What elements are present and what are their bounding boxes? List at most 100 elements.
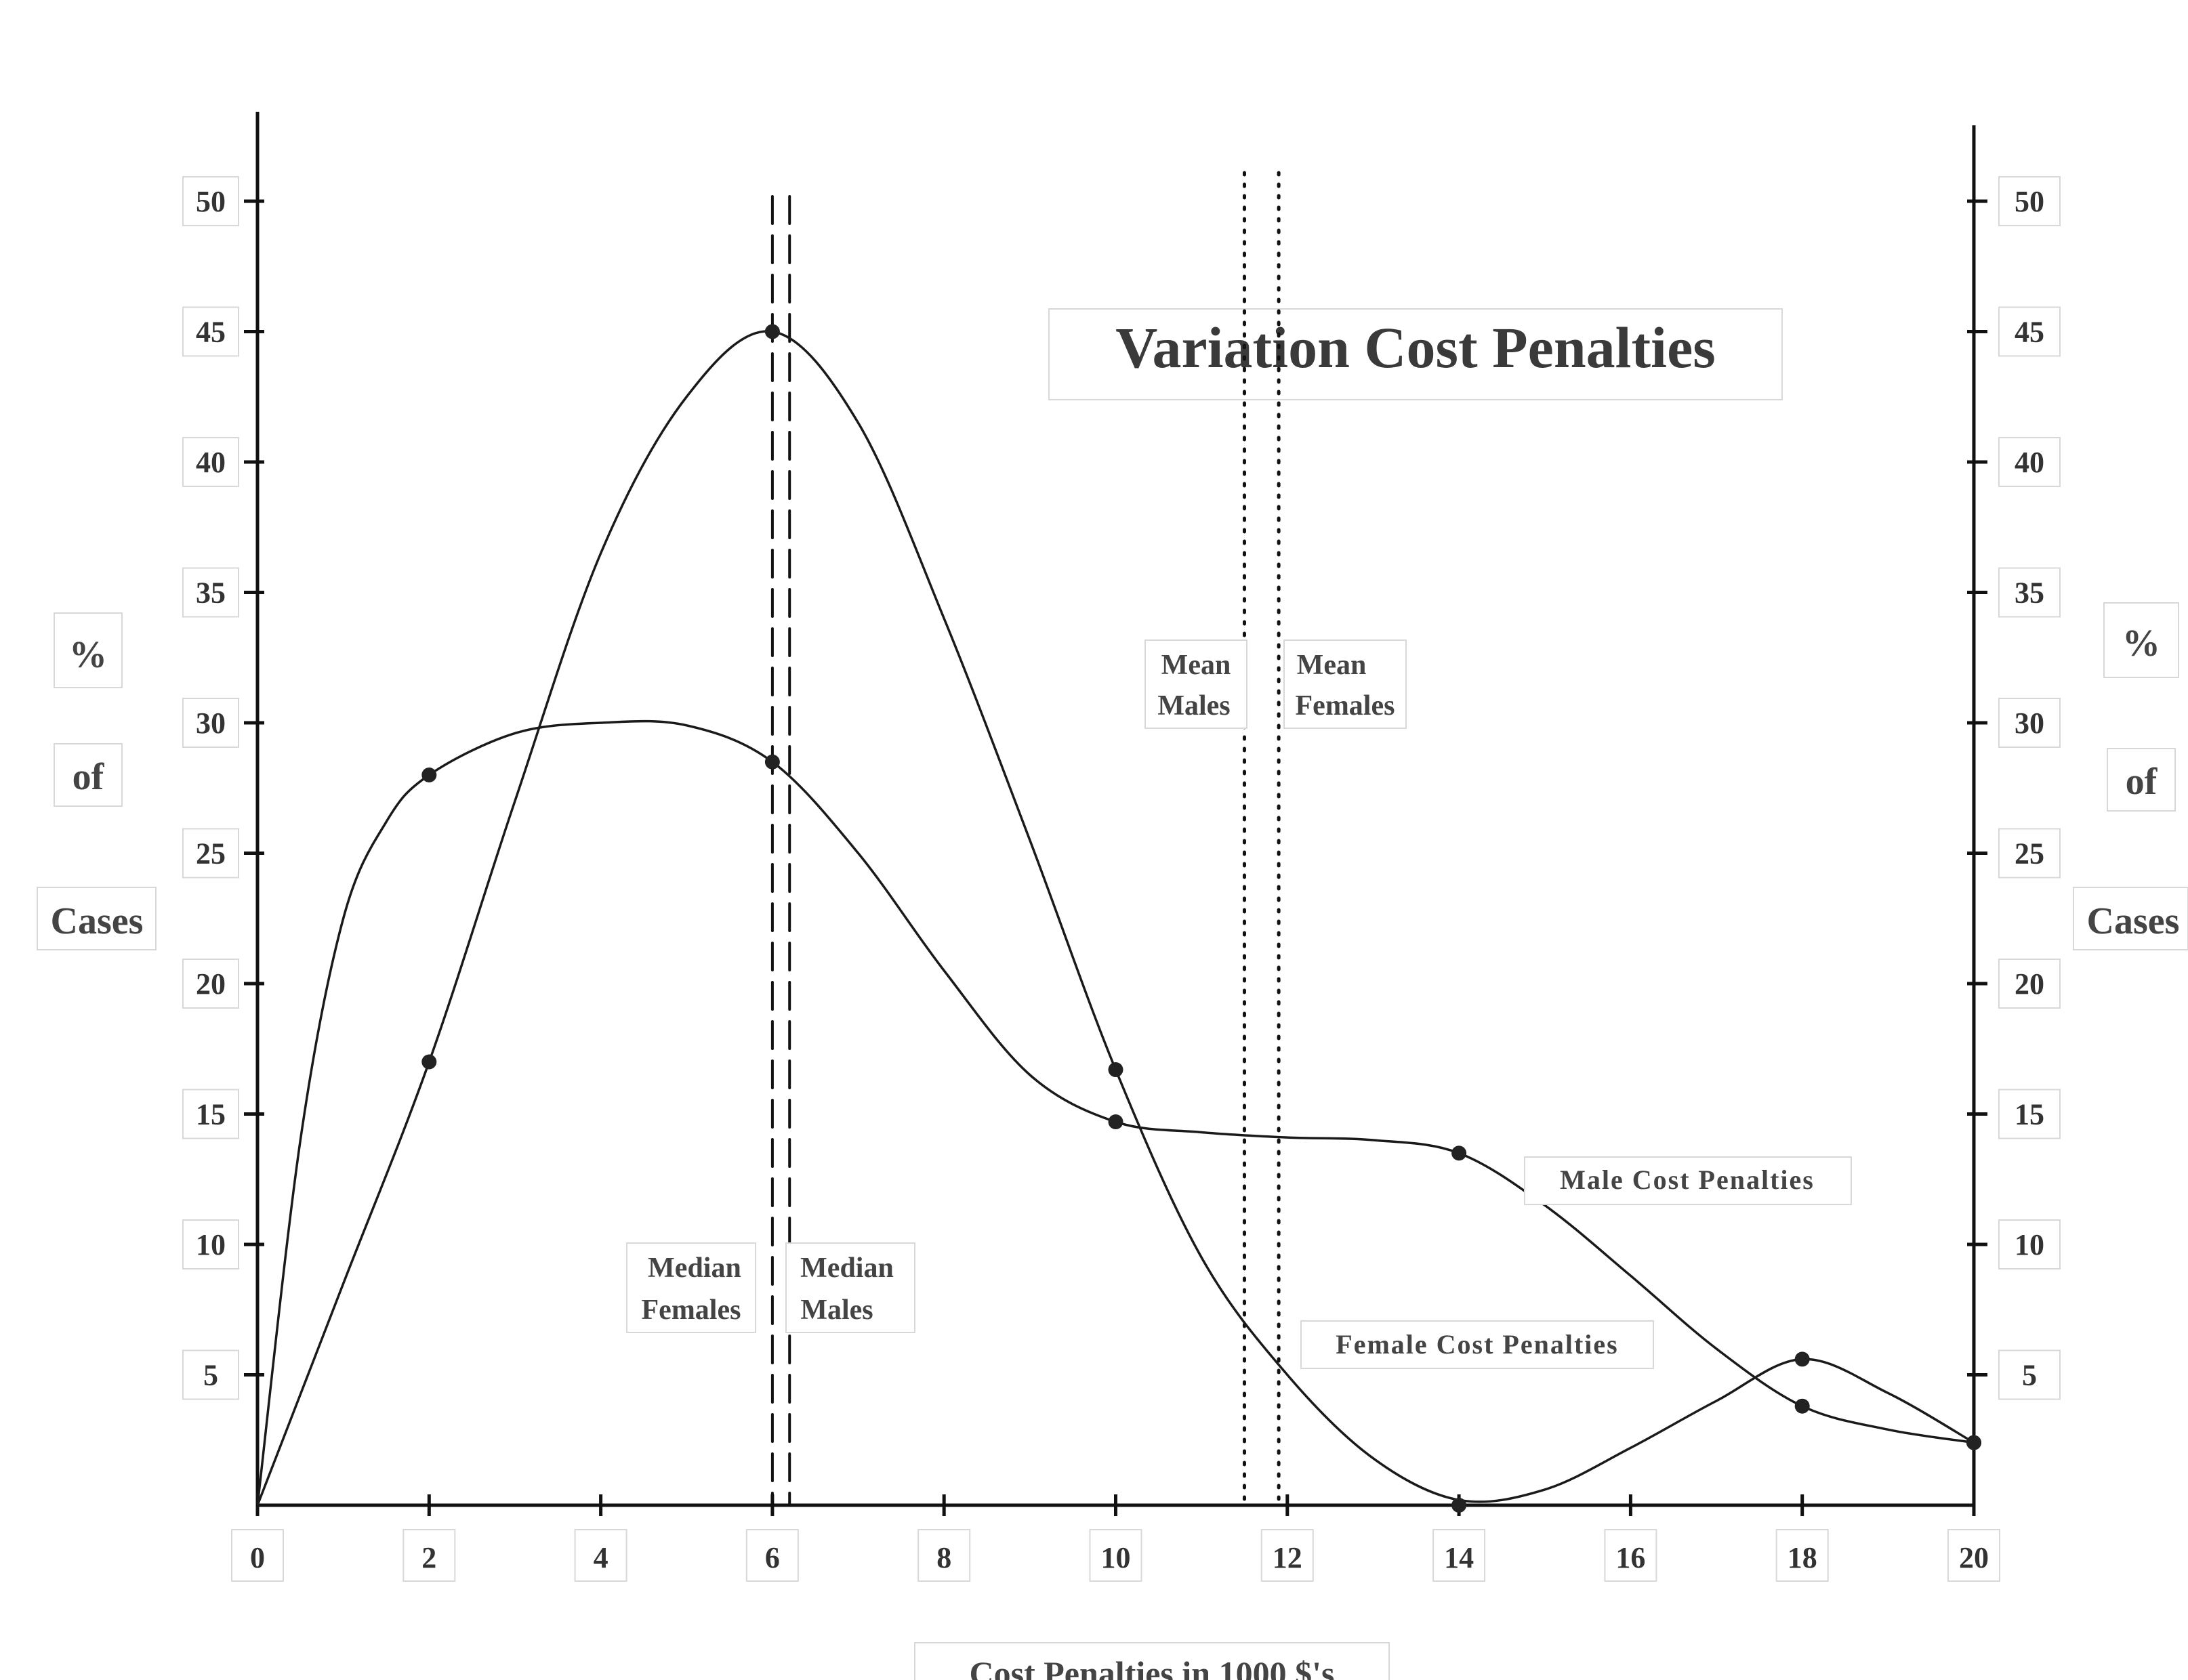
right-y-tick-label: 40 [2015,446,2044,479]
left-y-tick-label: 10 [196,1228,226,1261]
chart-title: Variation Cost Penalties [1115,315,1715,380]
right-ylabel-box-2 [2107,748,2176,812]
female-data-point [1451,1498,1467,1513]
left-y-tick-label-box [182,1349,239,1400]
mean-males-label-2: Males [1157,690,1230,721]
right-y-tick-label: 45 [2015,316,2044,349]
male-series-label: Male Cost Penalties [1560,1164,1815,1195]
median-males-label-1: Median [800,1253,894,1284]
right-y-tick-label-box [1998,828,2061,879]
female-data-point [1966,1435,1981,1450]
x-tick-label-box [231,1529,284,1582]
male-data-point [1794,1398,1810,1414]
x-axis-label: Cost Penalties in 1000 $'s [970,1654,1335,1680]
x-tick-label: 4 [594,1541,608,1574]
x-tick-label-box [917,1529,971,1582]
x-tick-label: 20 [1959,1541,1989,1574]
mean-females-label-2: Females [1296,690,1395,721]
female-data-point [764,324,780,339]
right-y-tick-label-box [1998,567,2061,618]
right-ylabel-box-3 [2073,887,2188,950]
mean-females-box [1283,639,1407,729]
female-data-point [1794,1351,1810,1367]
median-females-label-2: Females [642,1295,741,1326]
right-y-tick-label: 20 [2015,967,2044,1001]
left-y-tick-label-box [182,1219,239,1269]
male-data-point [421,768,437,782]
left-ylabel-percent: % [69,634,107,676]
left-ylabel-cases: Cases [51,900,144,942]
left-y-tick-label-box [182,567,239,618]
right-y-tick-label: 10 [2015,1228,2044,1261]
right-y-tick-label-box [1998,176,2061,226]
x-tick-label: 6 [765,1541,780,1574]
xlabel-box [914,1642,1390,1680]
x-tick-label: 16 [1615,1541,1645,1574]
right-y-tick-label-box [1998,698,2061,748]
left-y-tick-label: 25 [196,837,226,870]
left-ylabel-box-2 [54,743,123,807]
female-data-point [1108,1062,1123,1078]
median-females-label-1: Median [648,1253,741,1284]
x-tick-label-box [402,1529,456,1582]
left-y-tick-label: 35 [196,576,226,610]
mean-males-label-1: Mean [1161,650,1231,681]
right-y-tick-label-box [1998,959,2061,1009]
left-y-tick-label: 50 [196,185,226,218]
x-tick-label: 18 [1788,1541,1817,1574]
left-y-tick-label-box [182,306,239,357]
left-ylabel-of: of [73,756,105,798]
right-ylabel-of: of [2126,761,2158,803]
x-tick-label: 2 [421,1541,436,1574]
female-data-point [421,1054,437,1070]
right-ylabel-cases: Cases [2087,900,2180,942]
left-y-tick-label: 40 [196,446,226,479]
left-ylabel-box-1 [54,612,123,688]
right-y-tick-label: 5 [2022,1359,2037,1392]
left-y-tick-label: 15 [196,1098,226,1131]
x-tick-label-box [1604,1529,1657,1582]
right-y-tick-label: 50 [2015,185,2044,218]
right-y-tick-label-box [1998,1219,2061,1269]
x-tick-label-box [1432,1529,1486,1582]
mean-females-label-1: Mean [1297,650,1367,681]
median-males-box [785,1242,915,1333]
left-y-tick-label-box [182,176,239,226]
left-y-tick-label-box [182,959,239,1009]
left-y-tick-label-box [182,828,239,879]
left-ylabel-box-3 [37,887,157,950]
median-females-box [626,1242,756,1333]
median-males-label-2: Males [800,1295,873,1326]
x-tick-label-box [574,1529,627,1582]
x-tick-label: 12 [1273,1541,1302,1574]
x-tick-label: 8 [936,1541,951,1574]
x-tick-label-box [1260,1529,1314,1582]
mean-males-box [1144,639,1247,729]
male-data-point [1108,1114,1123,1130]
right-y-tick-label: 15 [2015,1098,2044,1131]
female-series-label-box [1300,1320,1654,1369]
x-tick-label-box [1775,1529,1829,1582]
x-tick-label: 14 [1444,1541,1474,1574]
left-y-tick-label: 5 [203,1359,218,1392]
male-data-point [1451,1146,1467,1161]
male-series-label-box [1524,1156,1852,1205]
female-series-label: Female Cost Penalties [1336,1329,1618,1360]
right-y-tick-label: 30 [2015,707,2044,740]
male-data-point [764,754,780,770]
right-ylabel-percent: % [2122,623,2160,665]
left-y-tick-label-box [182,437,239,487]
left-y-tick-label: 20 [196,967,226,1001]
x-tick-label: 0 [250,1541,265,1574]
x-tick-label-box [1089,1529,1142,1582]
x-tick-label-box [1947,1529,2000,1582]
title-box [1048,308,1783,400]
right-y-tick-label-box [1998,306,2061,357]
left-y-tick-label: 30 [196,707,226,740]
male-series-line [256,719,1975,1506]
right-y-tick-label-box [1998,437,2061,487]
left-y-tick-label-box [182,698,239,748]
right-y-tick-label-box [1998,1349,2061,1400]
left-y-tick-label-box [182,1089,239,1139]
